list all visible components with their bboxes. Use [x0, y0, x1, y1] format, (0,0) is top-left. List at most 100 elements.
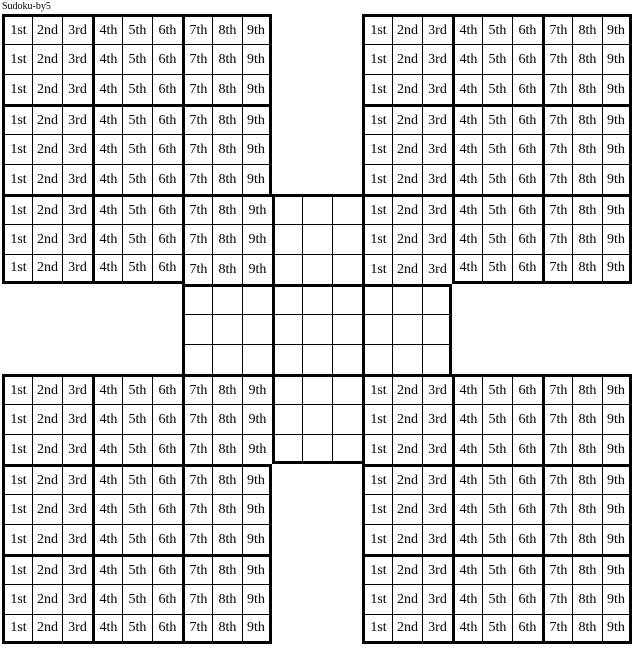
cell[interactable]: 9th	[602, 254, 632, 284]
cell[interactable]	[362, 314, 392, 344]
cell[interactable]: 7th	[542, 134, 572, 164]
cell[interactable]: 9th	[602, 74, 632, 104]
cell[interactable]: 9th	[242, 434, 272, 464]
cell[interactable]: 5th	[122, 44, 152, 74]
cell[interactable]: 7th	[182, 224, 212, 254]
cell[interactable]: 5th	[482, 584, 512, 614]
cell[interactable]: 1st	[2, 434, 32, 464]
cell[interactable]: 7th	[542, 104, 572, 134]
cell[interactable]: 7th	[182, 584, 212, 614]
cell[interactable]: 3rd	[62, 374, 92, 404]
cell[interactable]: 3rd	[422, 14, 452, 44]
cell[interactable]: 9th	[242, 464, 272, 494]
cell[interactable]: 4th	[452, 164, 482, 194]
cell[interactable]: 3rd	[422, 224, 452, 254]
cell[interactable]: 6th	[512, 224, 542, 254]
cell[interactable]: 8th	[212, 104, 242, 134]
cell[interactable]: 7th	[542, 224, 572, 254]
cell[interactable]: 8th	[212, 494, 242, 524]
cell[interactable]: 9th	[242, 74, 272, 104]
cell[interactable]: 2nd	[392, 254, 422, 284]
cell[interactable]: 7th	[542, 164, 572, 194]
cell[interactable]: 2nd	[392, 14, 422, 44]
cell[interactable]: 6th	[512, 14, 542, 44]
cell[interactable]: 4th	[92, 494, 122, 524]
cell[interactable]	[422, 314, 452, 344]
cell[interactable]	[332, 254, 362, 284]
cell[interactable]: 3rd	[62, 254, 92, 284]
cell[interactable]: 7th	[182, 134, 212, 164]
cell[interactable]: 9th	[602, 224, 632, 254]
cell[interactable]: 5th	[122, 194, 152, 224]
cell[interactable]: 8th	[572, 404, 602, 434]
cell[interactable]: 3rd	[62, 164, 92, 194]
cell[interactable]: 8th	[572, 374, 602, 404]
cell[interactable]	[302, 224, 332, 254]
cell[interactable]: 7th	[182, 254, 212, 284]
cell[interactable]	[332, 224, 362, 254]
cell[interactable]: 6th	[512, 74, 542, 104]
cell[interactable]: 5th	[482, 194, 512, 224]
cell[interactable]: 2nd	[392, 224, 422, 254]
cell[interactable]: 3rd	[422, 464, 452, 494]
cell[interactable]: 5th	[482, 614, 512, 644]
cell[interactable]	[302, 374, 332, 404]
cell[interactable]: 1st	[2, 44, 32, 74]
cell[interactable]	[302, 194, 332, 224]
cell[interactable]: 1st	[362, 494, 392, 524]
cell[interactable]: 7th	[182, 614, 212, 644]
cell[interactable]: 6th	[152, 254, 182, 284]
cell[interactable]: 1st	[362, 194, 392, 224]
cell[interactable]	[302, 254, 332, 284]
cell[interactable]: 1st	[362, 584, 392, 614]
cell[interactable]: 3rd	[62, 464, 92, 494]
cell[interactable]: 4th	[452, 44, 482, 74]
cell[interactable]: 9th	[602, 524, 632, 554]
cell[interactable]	[362, 344, 392, 374]
cell[interactable]: 4th	[452, 134, 482, 164]
cell[interactable]	[182, 344, 212, 374]
cell[interactable]: 1st	[362, 404, 392, 434]
cell[interactable]: 4th	[452, 194, 482, 224]
cell[interactable]: 1st	[362, 44, 392, 74]
cell[interactable]: 3rd	[422, 134, 452, 164]
cell[interactable]: 6th	[512, 374, 542, 404]
cell[interactable]: 3rd	[422, 584, 452, 614]
cell[interactable]: 4th	[92, 524, 122, 554]
cell[interactable]: 9th	[242, 374, 272, 404]
cell[interactable]: 3rd	[62, 224, 92, 254]
cell[interactable]: 7th	[542, 524, 572, 554]
cell[interactable]: 6th	[512, 104, 542, 134]
cell[interactable]	[392, 344, 422, 374]
cell[interactable]: 7th	[182, 404, 212, 434]
cell[interactable]: 6th	[512, 254, 542, 284]
cell[interactable]: 2nd	[392, 104, 422, 134]
cell[interactable]: 1st	[2, 464, 32, 494]
cell[interactable]: 3rd	[422, 434, 452, 464]
cell[interactable]: 8th	[572, 554, 602, 584]
cell[interactable]: 4th	[452, 254, 482, 284]
cell[interactable]: 2nd	[32, 164, 62, 194]
cell[interactable]: 9th	[602, 194, 632, 224]
cell[interactable]: 1st	[362, 374, 392, 404]
cell[interactable]: 6th	[512, 434, 542, 464]
cell[interactable]: 3rd	[62, 614, 92, 644]
cell[interactable]: 5th	[482, 134, 512, 164]
cell[interactable]: 7th	[182, 434, 212, 464]
cell[interactable]: 1st	[362, 524, 392, 554]
cell[interactable]: 8th	[212, 14, 242, 44]
cell[interactable]: 3rd	[422, 194, 452, 224]
cell[interactable]: 5th	[122, 164, 152, 194]
cell[interactable]: 7th	[542, 194, 572, 224]
cell[interactable]: 2nd	[32, 194, 62, 224]
cell[interactable]: 6th	[152, 494, 182, 524]
cell[interactable]: 9th	[602, 464, 632, 494]
cell[interactable]	[212, 344, 242, 374]
cell[interactable]: 8th	[212, 164, 242, 194]
cell[interactable]: 4th	[452, 494, 482, 524]
cell[interactable]	[182, 314, 212, 344]
cell[interactable]: 6th	[152, 404, 182, 434]
cell[interactable]: 9th	[602, 44, 632, 74]
cell[interactable]: 2nd	[32, 14, 62, 44]
cell[interactable]: 9th	[242, 194, 272, 224]
